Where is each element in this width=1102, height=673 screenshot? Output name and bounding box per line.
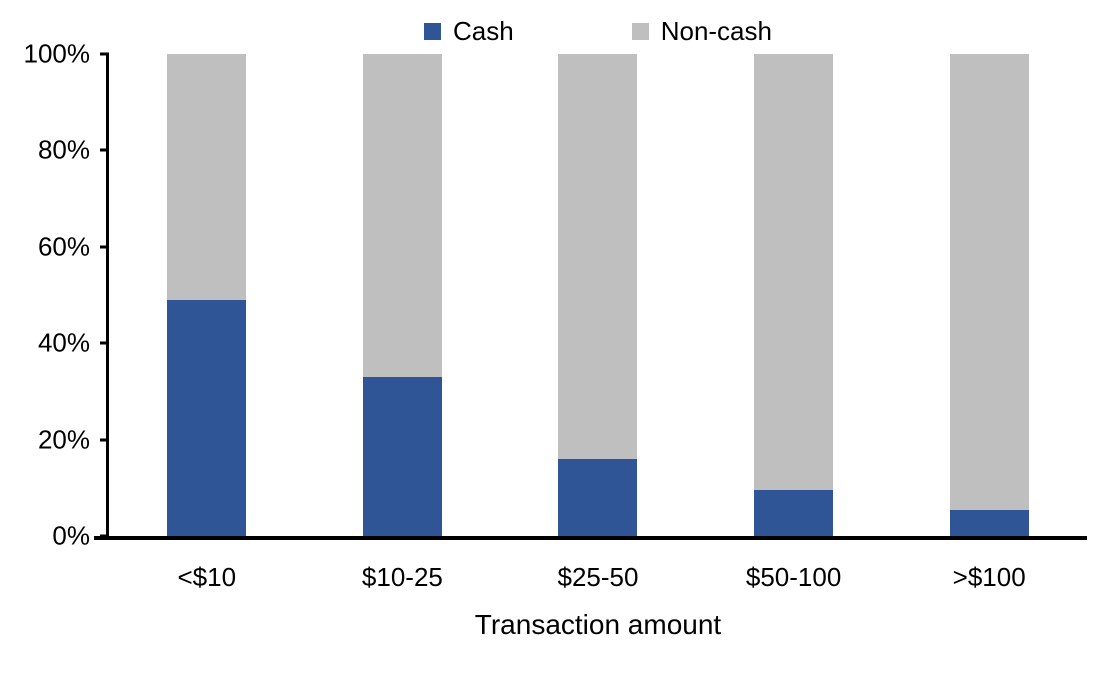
bar-segment-non-cash [949,54,1029,510]
bar-segment-non-cash [362,54,442,377]
bars-container [109,54,1087,536]
x-tick-label: $25-50 [557,562,639,592]
bar-segment-cash [362,376,442,536]
non-cash-legend-swatch-icon [631,22,649,40]
y-tick-label: 80% [37,134,90,165]
legend-label-non-cash: Non-cash [660,15,772,46]
legend-item-non-cash: Non-cash [631,15,772,47]
cash-legend-swatch-icon [424,22,441,40]
legend: Cash Non-cash [109,8,1087,54]
y-tick-label: 0% [52,520,90,551]
x-tick-label: $50-100 [745,562,842,592]
y-tick-mark [100,341,109,345]
y-tick-mark [100,245,109,249]
bar-segment-cash [167,299,247,536]
x-axis-labels: <$10 $10-25 $25-50 $50-100 >$100 [109,540,1087,593]
bar-<$10 [167,54,247,536]
bar-segment-cash [949,509,1029,536]
x-tick-label: >$100 [952,562,1026,592]
bar->$100 [949,54,1029,536]
y-tick-label: 100% [23,38,91,69]
chart-row: 0% 20% 40% 60% 80% 100% [0,39,1102,551]
bar-$10-25 [362,54,442,536]
bar-segment-non-cash [558,54,638,459]
bar-segment-non-cash [754,54,834,491]
bar-$25-50 [558,54,638,536]
y-tick-mark [100,438,109,442]
bar-segment-cash [558,458,638,536]
x-axis-title: Transaction amount [474,609,722,640]
bar-segment-cash [754,490,834,536]
y-tick-mark [100,52,109,56]
bar-$50-100 [754,54,834,536]
x-tick-label: $10-25 [361,562,443,592]
y-axis: 0% 20% 40% 60% 80% 100% [0,39,109,551]
y-tick-label: 40% [37,327,90,358]
y-tick-label: 20% [37,424,90,455]
y-tick-label: 60% [37,231,90,262]
y-tick-mark [100,148,109,152]
bar-segment-non-cash [167,54,247,300]
x-tick-label: <$10 [177,562,237,592]
plot-area [94,54,1087,540]
legend-label-cash: Cash [453,15,514,46]
legend-item-cash: Cash [424,16,514,47]
